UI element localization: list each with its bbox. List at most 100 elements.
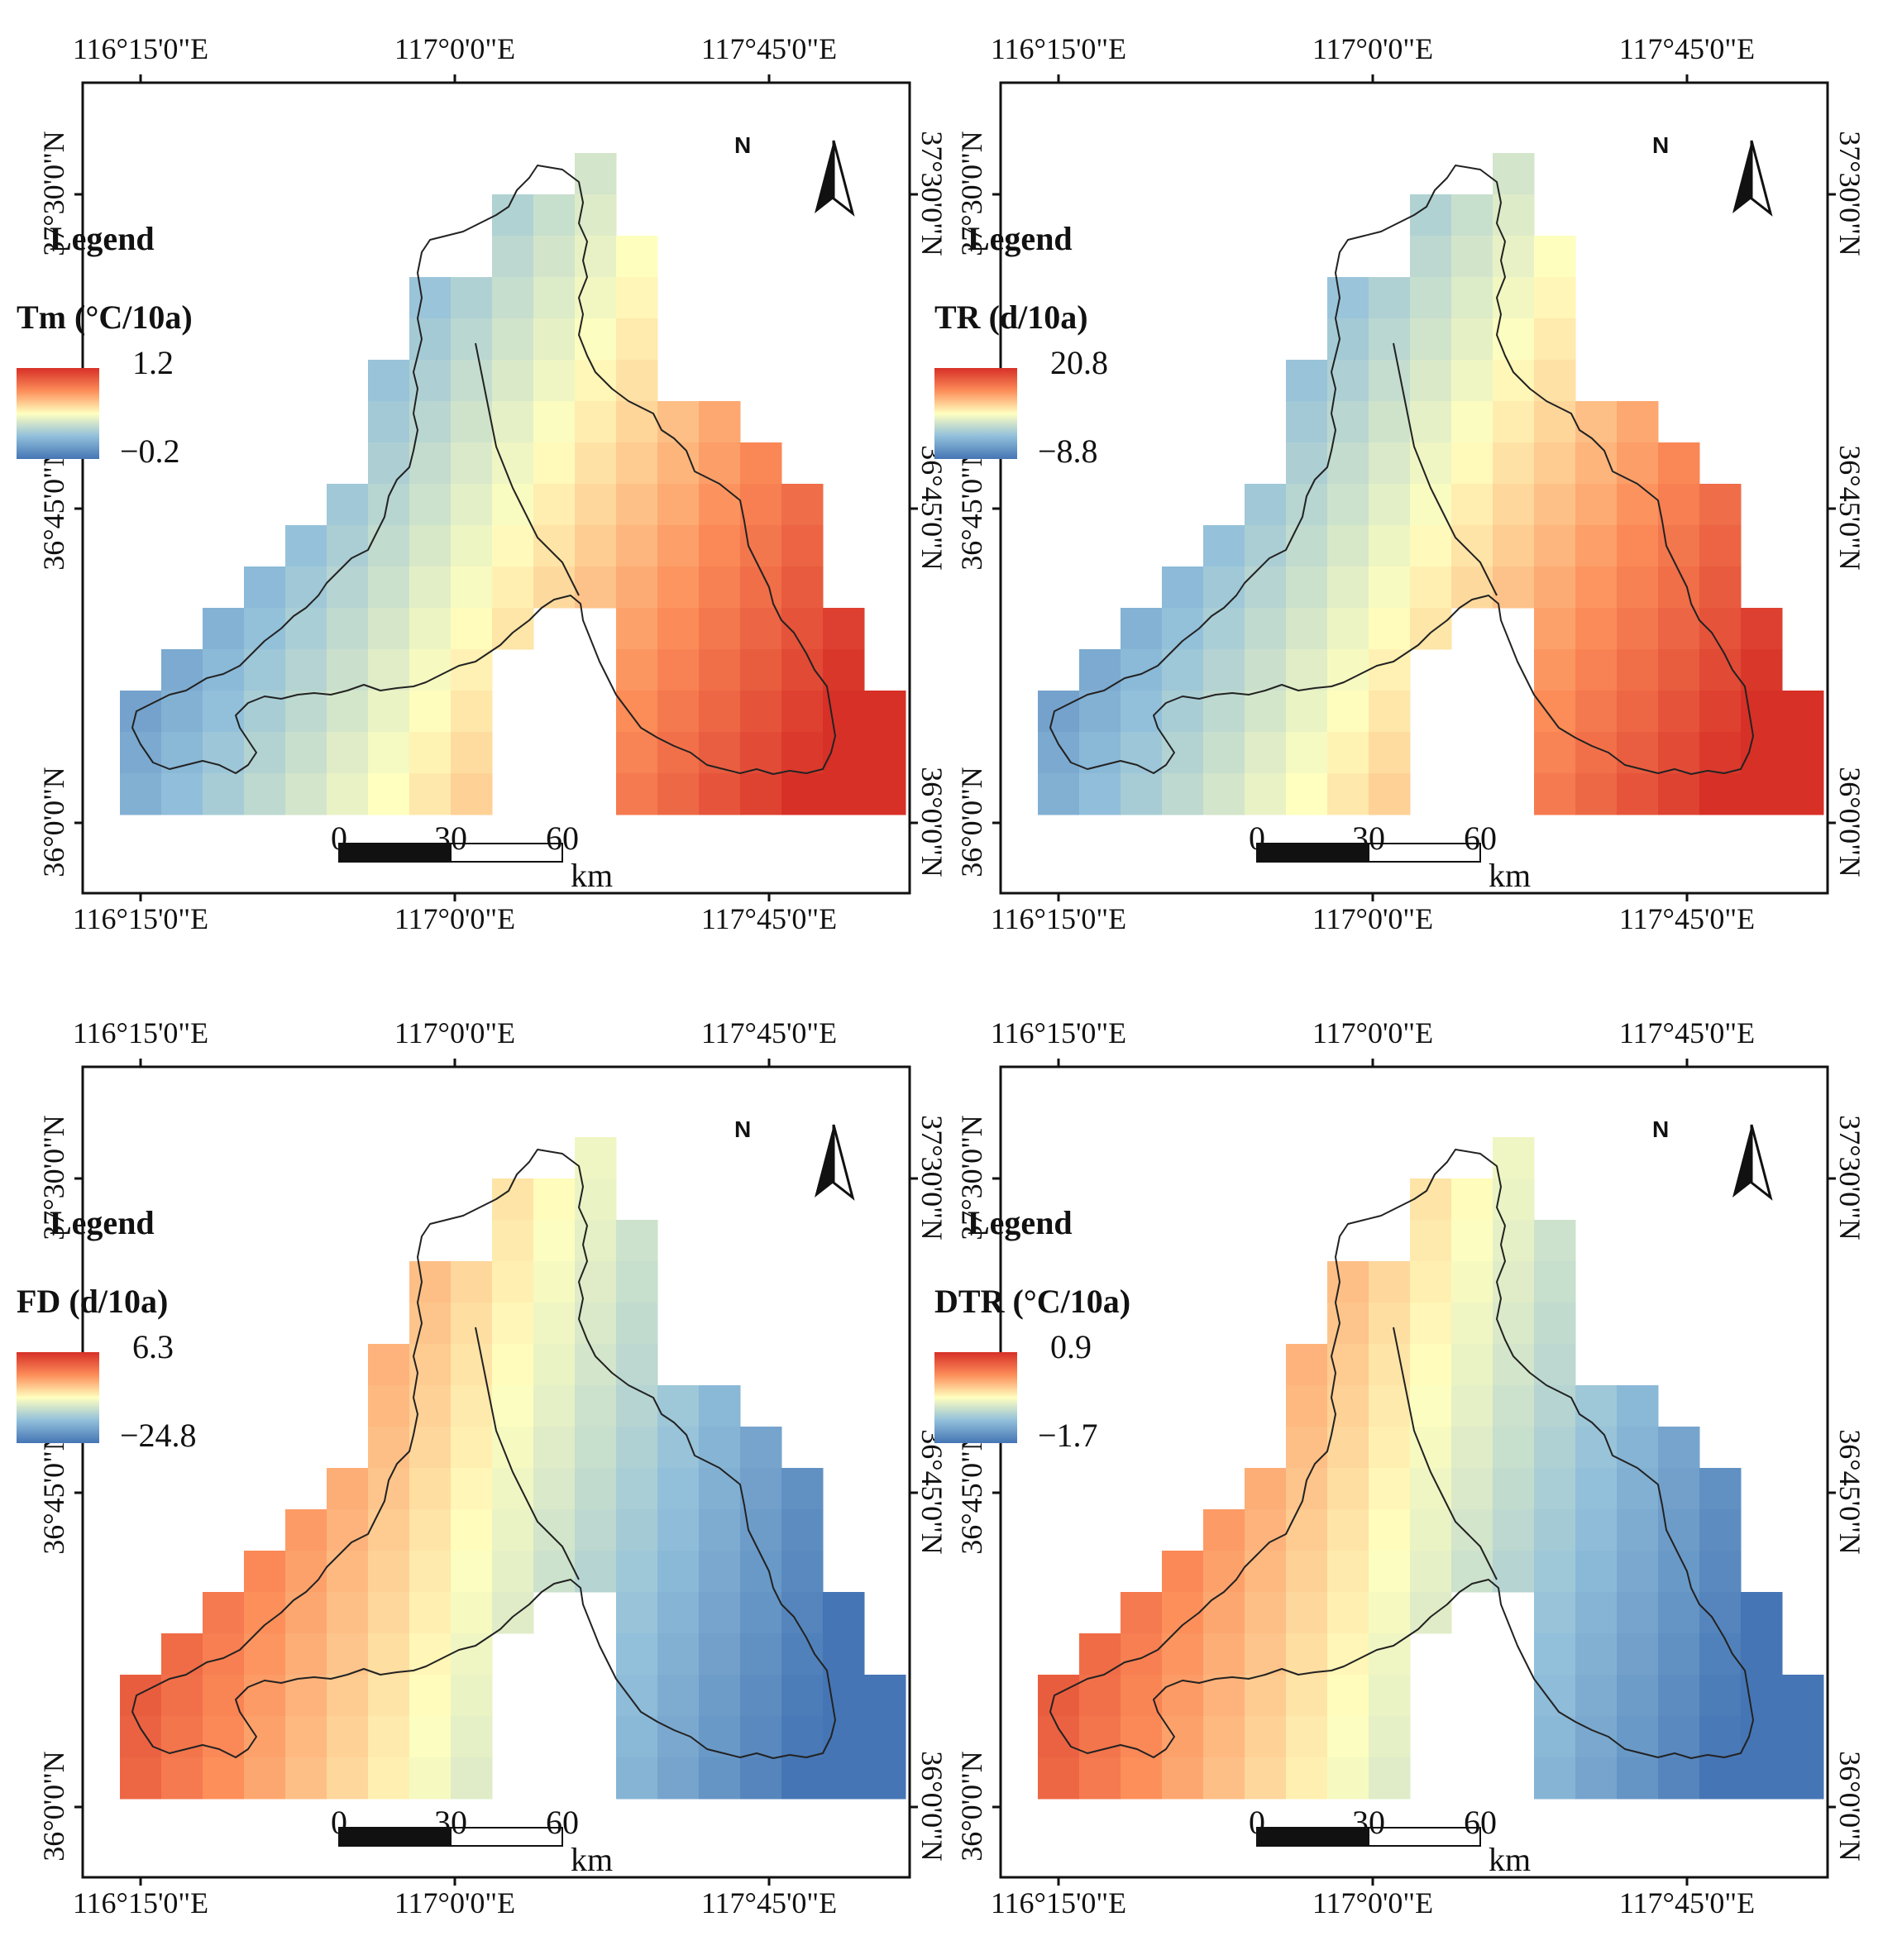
raster-cell [285,1592,327,1634]
raster-cell [740,608,782,650]
longitude-label-bottom: 117°0'0"E [394,902,516,935]
raster-cell [203,1592,245,1634]
raster-cell [1658,1716,1700,1758]
raster-cell [451,442,493,485]
raster-cell [781,484,824,526]
raster-cell [1327,484,1369,526]
raster-cell [1286,1509,1328,1551]
legend-min-value: −0.2 [120,433,180,470]
raster-cell [616,236,658,278]
raster-cell [699,773,741,815]
raster-cell [1369,1261,1411,1303]
sub-catchment-divide [475,342,580,596]
raster-cell [327,1592,369,1634]
raster-cell [1369,773,1411,815]
raster-cell [1079,1675,1121,1717]
raster-cell [1327,442,1369,485]
raster-cell [492,1551,534,1593]
raster-cell [1369,1675,1411,1717]
raster-cell [575,236,617,278]
raster-cell [740,525,782,567]
raster-cell [616,1220,658,1262]
scale-unit: km [1489,857,1532,894]
raster-cell [575,442,617,485]
raster-cell [657,1592,700,1634]
raster-cell [823,732,865,774]
latitude-label-left: 36°0'0"N [37,1751,70,1862]
raster-cell [409,1757,452,1800]
raster-cell [1327,1261,1369,1303]
raster-cell [699,1592,741,1634]
raster-cell [575,525,617,567]
raster-cell [1327,732,1369,774]
raster-cell [161,773,203,815]
raster-cell [327,691,369,733]
raster-cell [1534,525,1576,567]
map-panel-tr: 116°15'0"E 116°15'0"E 117°0'0"E 117°0'0"E 11… [918,25,1866,976]
longitude-label-bottom: 116°15'0"E [72,902,209,935]
raster-cell [1658,442,1700,485]
raster-cell [1617,649,1659,691]
raster-cell [1699,691,1742,733]
raster-cell [1575,732,1618,774]
legend-color-ramp [934,368,1017,459]
raster-cell [1658,649,1700,691]
raster-cell [533,1385,576,1427]
raster-cell [699,1757,741,1800]
north-label: N [734,1116,752,1142]
raster-cell [1286,1675,1328,1717]
raster-cell [409,1633,452,1676]
raster-cell [740,1509,782,1551]
scale-bar [338,843,563,863]
raster-cell [120,691,162,733]
raster-cell [1451,1427,1493,1469]
raster-cell [616,1675,658,1717]
raster-cell [1451,1468,1493,1510]
raster-cell [161,1757,203,1800]
raster-cell [1575,1427,1618,1469]
legend-title: Legend [968,1204,1073,1241]
raster-cell [1245,732,1287,774]
raster-cell [1699,1468,1742,1510]
raster-cell [285,649,327,691]
raster-cell [1121,1592,1163,1634]
raster-cell [575,1303,617,1345]
raster-cell [368,566,410,609]
legend-variable: Tm (°C/10a) [17,299,193,336]
raster-cell [1617,566,1659,609]
raster-cell [699,442,741,485]
raster-cell [1534,1716,1576,1758]
raster-cell [285,1509,327,1551]
raster-cell [492,1468,534,1510]
raster-cell [451,732,493,774]
raster-cell [1451,194,1493,237]
longitude-label-bottom: 116°15'0"E [990,902,1127,935]
raster-cell [1658,1592,1700,1634]
longitude-label-top: 117°45'0"E [700,32,838,65]
raster-cell [657,401,700,443]
legend-title: Legend [50,1204,155,1241]
raster-cell [1658,1675,1700,1717]
raster-cell [1410,1220,1452,1262]
raster-cell [161,691,203,733]
raster-cell [120,1757,162,1800]
raster-cell [244,732,286,774]
raster-cell [1121,1757,1163,1800]
raster-grid [120,1137,906,1800]
raster-cell [492,277,534,319]
raster-cell [1121,649,1163,691]
raster-cell [1575,1509,1618,1551]
raster-cell [451,1551,493,1593]
raster-cell [1203,1757,1245,1800]
raster-cell [1575,401,1618,443]
raster-cell [616,277,658,319]
raster-cell [1245,1716,1287,1758]
raster-cell [1286,525,1328,567]
raster-cell [1327,566,1369,609]
raster-cell [1534,1468,1576,1510]
raster-cell [616,318,658,361]
raster-cell [699,401,741,443]
raster-cell [699,484,741,526]
raster-cell [1699,525,1742,567]
raster-cell [1327,1592,1369,1634]
